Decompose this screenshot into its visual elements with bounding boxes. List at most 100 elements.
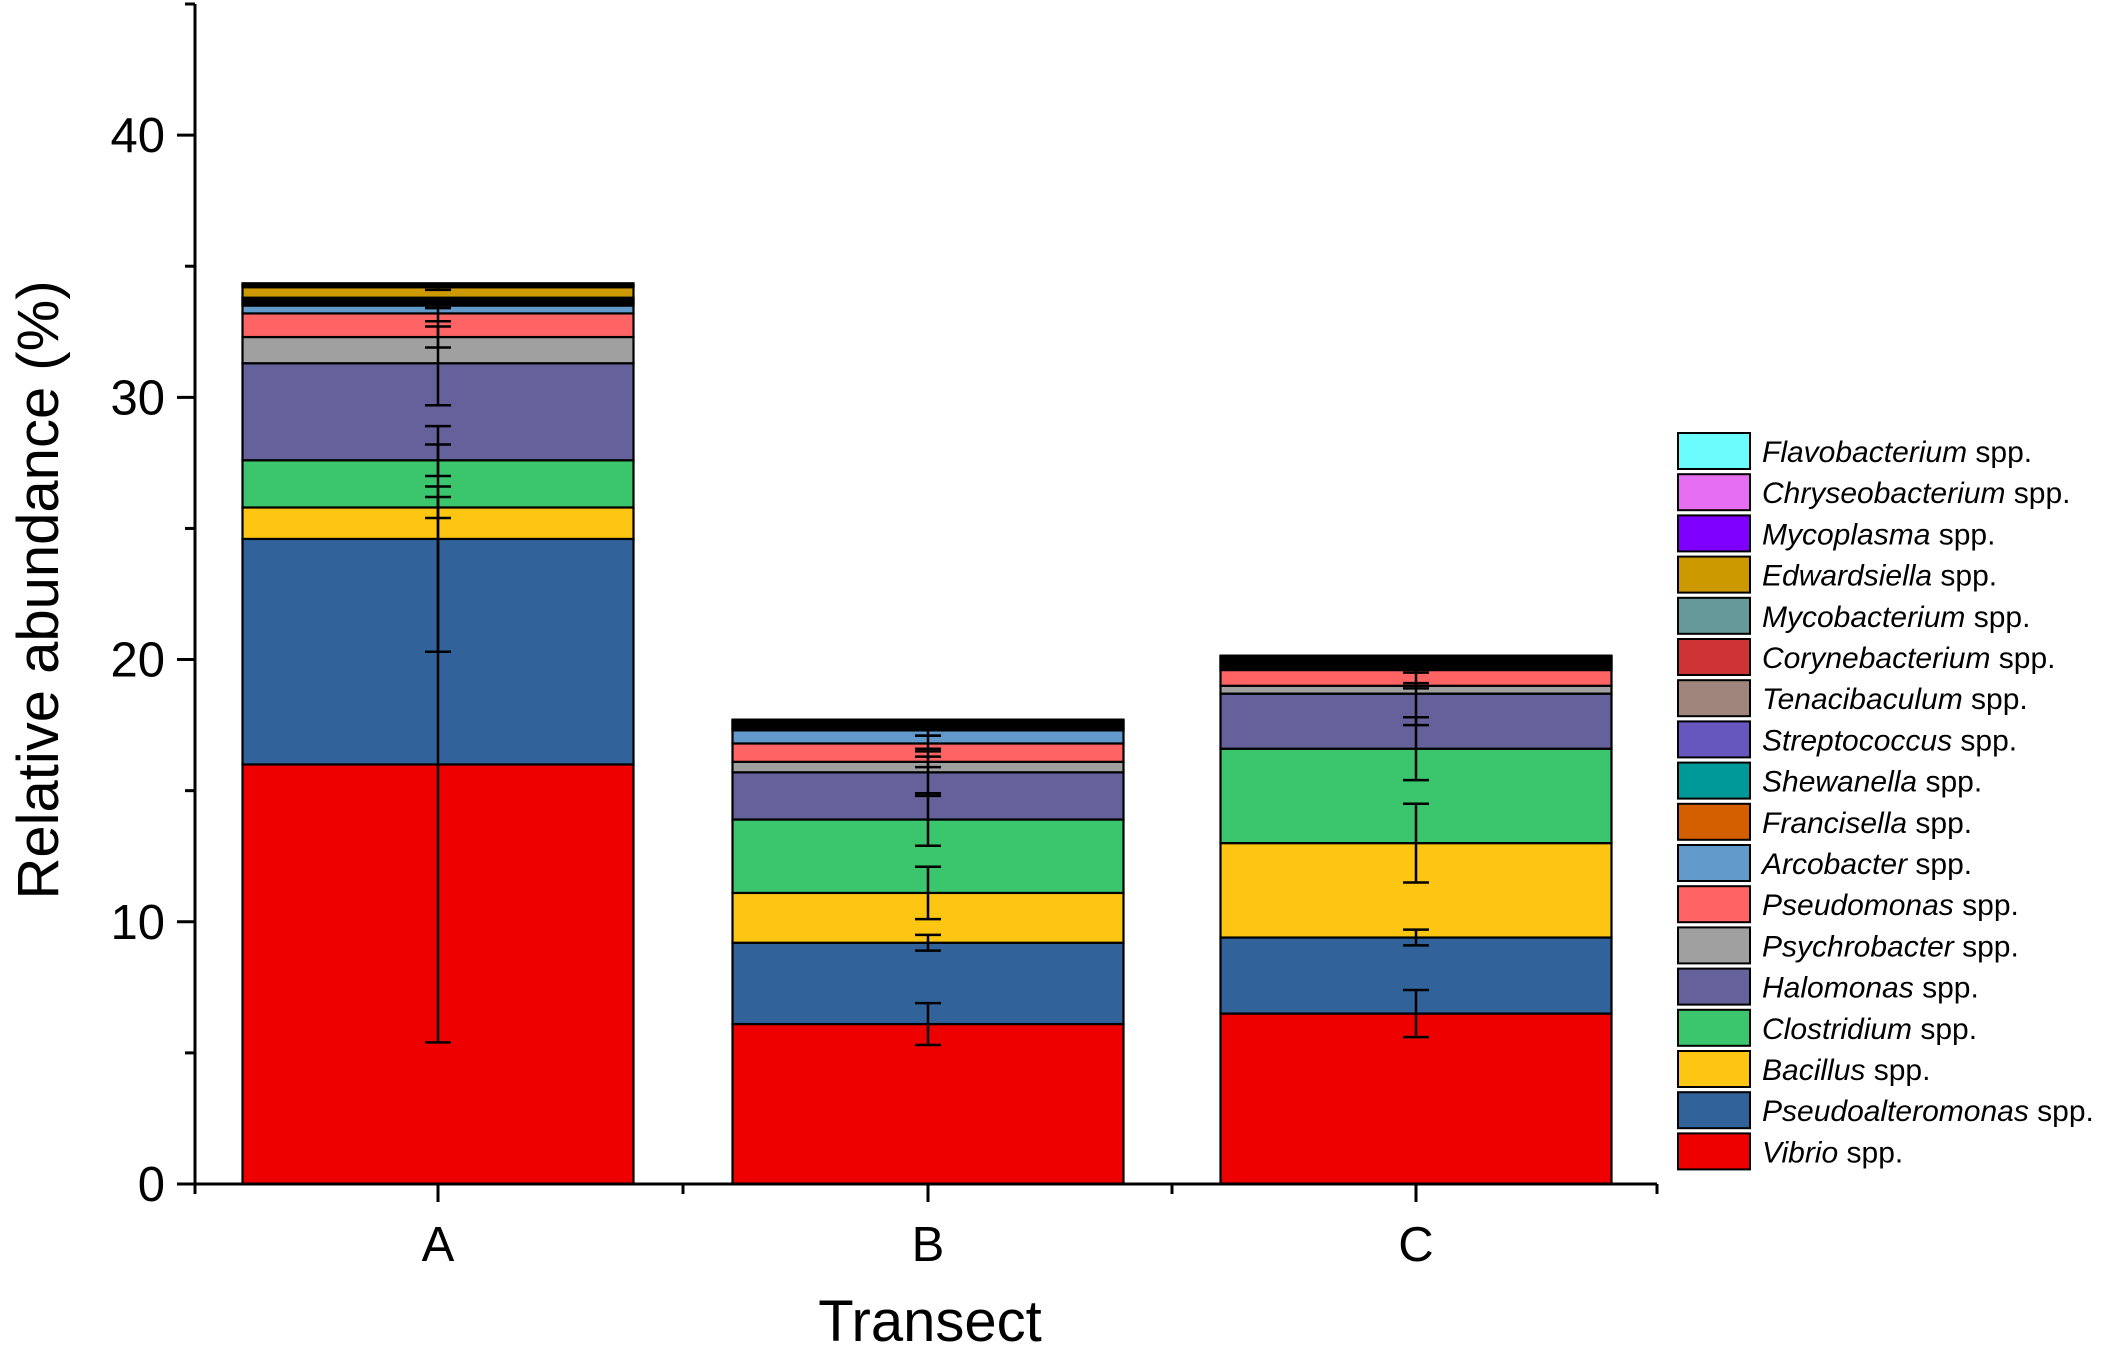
y-tick-label: 30 [110, 371, 165, 425]
legend-suffix: spp. [2005, 477, 2070, 510]
legend-swatch [1677, 596, 1751, 635]
error-bar-A-arcobacter [425, 301, 451, 310]
legend-suffix: spp. [1932, 560, 1997, 593]
legend-label: Bacillus spp. [1762, 1054, 1930, 1087]
legend-genus-name: Clostridium [1762, 1013, 1912, 1046]
x-tick-label: A [422, 1218, 455, 1272]
error-bar-B-psychrobacter [915, 755, 941, 769]
y-tick-label: 40 [110, 109, 165, 163]
legend-genus-name: Tenacibaculum [1762, 683, 1963, 716]
legend-item-vibrio: Vibrio spp. [1677, 1132, 1903, 1171]
legend-label: Shewanella spp. [1762, 766, 1982, 799]
error-bar-C-pseudomonas [1403, 666, 1429, 674]
legend-swatch [1677, 885, 1751, 924]
legend-swatch [1677, 1050, 1751, 1088]
legend-suffix: spp. [1912, 1013, 1977, 1046]
bar-segment-C-vibrio [1219, 1012, 1613, 1186]
legend-label: Psychrobacter spp. [1762, 930, 2019, 963]
bar-segment-B-vibrio [731, 1022, 1125, 1186]
legend-swatch [1677, 967, 1751, 1006]
legend-swatch [1677, 1091, 1751, 1130]
error-bar-A-clostridium [425, 443, 451, 478]
legend-genus-name: Psychrobacter [1762, 930, 1955, 963]
legend-item-halomonas: Halomonas spp. [1677, 967, 1979, 1006]
legend-suffix: spp. [1930, 518, 1995, 551]
error-bar-A-psychrobacter [425, 325, 451, 349]
error-bar-B-vibrio [915, 1001, 941, 1047]
error-bar-C-pseudoalteromonas [1403, 928, 1429, 947]
legend-swatch [1677, 555, 1751, 594]
legend-item-shewanella: Shewanella spp. [1677, 761, 1982, 800]
legend-item-chryseobacterium: Chryseobacterium spp. [1677, 473, 2070, 512]
axes-layer: Relative abundance (%) Transect 0 10 20 30 4… [6, 2, 1659, 1352]
legend-swatch [1677, 638, 1751, 676]
legend-genus-name: Francisella [1762, 807, 1907, 840]
legend-suffix: spp. [1990, 642, 2055, 675]
legend-genus-name: Chryseobacterium [1762, 477, 2005, 510]
legend-suffix: spp. [1914, 972, 1979, 1005]
legend-label: Chryseobacterium spp. [1762, 477, 2070, 510]
legend-item-bacillus: Bacillus spp. [1677, 1050, 1930, 1088]
legend-item-corynebacterium: Corynebacterium spp. [1677, 638, 2055, 676]
legend-swatch [1677, 514, 1751, 553]
legend-item-flavobacterium: Flavobacterium spp. [1677, 432, 2032, 470]
legend-suffix: spp. [1954, 889, 2019, 922]
y-tick-label: 10 [110, 896, 165, 950]
legend-item-psychrobacter: Psychrobacter spp. [1677, 926, 2019, 965]
legend-swatch [1677, 1132, 1751, 1171]
error-bar-B-bacillus [915, 865, 941, 921]
legend-item-mycoplasma: Mycoplasma spp. [1677, 514, 1995, 553]
legend-item-edwardsiella: Edwardsiella spp. [1677, 555, 1997, 594]
x-axis-title: Transect [818, 1289, 1041, 1347]
legend-genus-name: Edwardsiella [1762, 560, 1932, 593]
legend-item-pseudomonas: Pseudomonas spp. [1677, 885, 2019, 924]
error-bar-B-arcobacter [915, 723, 941, 737]
legend-label: Edwardsiella spp. [1762, 560, 1997, 593]
y-tick-label: 0 [138, 1158, 165, 1212]
legend-suffix: spp. [1907, 807, 1972, 840]
legend-label: Francisella spp. [1762, 807, 1972, 840]
legend-suffix: spp. [1967, 436, 2032, 469]
y-tick-label: 20 [110, 634, 165, 688]
legend-swatch [1677, 1008, 1751, 1047]
legend-suffix: spp. [1965, 601, 2030, 634]
legend-genus-name: Corynebacterium [1762, 642, 1990, 675]
legend-label: Vibrio spp. [1762, 1136, 1903, 1169]
legend-genus-name: Shewanella [1762, 766, 1917, 799]
legend-item-clostridium: Clostridium spp. [1677, 1008, 1977, 1047]
legend-item-tenacibaculum: Tenacibaculum spp. [1677, 679, 2028, 718]
legend-genus-name: Bacillus [1762, 1054, 1865, 1087]
legend-swatch [1677, 761, 1751, 800]
legend-label: Pseudoalteromonas spp. [1762, 1095, 2094, 1128]
error-bar-A-bacillus [425, 495, 451, 520]
legend-label: Streptococcus spp. [1762, 724, 2017, 757]
legend-swatch [1677, 844, 1751, 882]
legend-label: Halomonas spp. [1762, 972, 1979, 1005]
legend-label: Mycoplasma spp. [1762, 518, 1995, 551]
error-bar-A-edwardsiella [425, 283, 451, 292]
error-bars-layer [425, 283, 1429, 1047]
legend-genus-name: Mycobacterium [1762, 601, 1965, 634]
legend-suffix: spp. [1917, 766, 1982, 799]
legend: Flavobacterium spp. Chryseobacterium spp.… [1677, 432, 2094, 1171]
legend-suffix: spp. [1952, 724, 2017, 757]
legend-genus-name: Pseudomonas [1762, 889, 1954, 922]
y-axis-title: Relative abundance (%) [6, 280, 71, 899]
legend-suffix: spp. [2029, 1095, 2094, 1128]
legend-swatch [1677, 720, 1751, 759]
error-bar-C-bacillus [1403, 802, 1429, 884]
legend-swatch [1677, 432, 1751, 470]
legend-label: Corynebacterium spp. [1762, 642, 2055, 675]
legend-label: Tenacibaculum spp. [1762, 683, 2028, 716]
legend-genus-name: Mycoplasma [1762, 518, 1930, 551]
legend-genus-name: Arcobacter [1760, 848, 1908, 881]
legend-label: Mycobacterium spp. [1762, 601, 2030, 634]
legend-item-streptococcus: Streptococcus spp. [1677, 720, 2017, 759]
legend-item-mycobacterium: Mycobacterium spp. [1677, 596, 2030, 635]
legend-genus-name: Pseudoalteromonas [1762, 1095, 2029, 1128]
legend-item-arcobacter: Arcobacter spp. [1677, 844, 1972, 882]
legend-swatch [1677, 473, 1751, 512]
legend-suffix: spp. [1838, 1136, 1903, 1169]
